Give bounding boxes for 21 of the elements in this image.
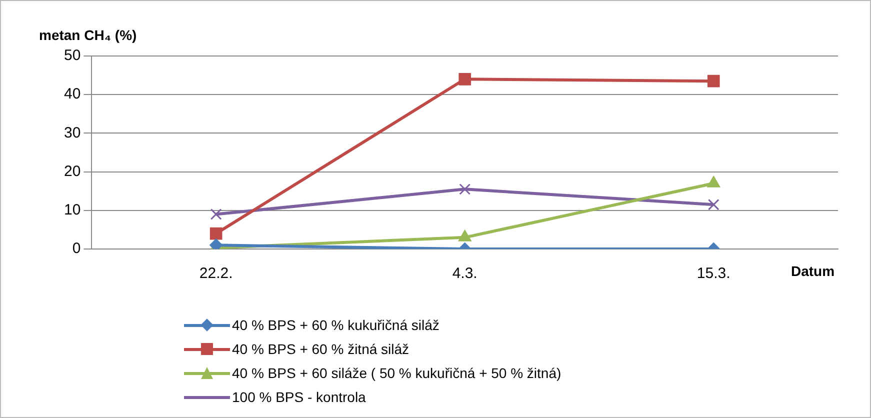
y-tick-label: 30 [64,124,81,142]
x-tick-label: 22.2. [199,265,233,282]
point [210,208,222,220]
legend-label: 100 % BPS - kontrola [232,388,366,407]
y-axis-title: metan CH₄ (%) [39,27,137,43]
legend-label: 40 % BPS + 60 % kukuřičná siláž [232,316,440,335]
y-tick-label: 20 [64,162,81,180]
point [707,74,720,88]
y-tick-label: 50 [64,47,81,64]
y-tick-label: 40 [64,86,81,103]
y-tick-label: 10 [64,202,81,219]
x-tick-label: 4.3. [452,265,478,282]
x-axis-title: Datum [791,263,835,279]
point [210,227,222,240]
point [458,73,471,86]
point [459,183,471,195]
point [708,198,720,210]
y-tick-label: 0 [72,240,81,258]
x-tick-label: 15.3. [696,265,730,282]
legend-label: 40 % BPS + 60 siláže ( 50 % kukuřičná + 50 % žitná) [232,364,562,383]
legend-label: 40 % BPS + 60 % žitná siláž [232,340,410,359]
